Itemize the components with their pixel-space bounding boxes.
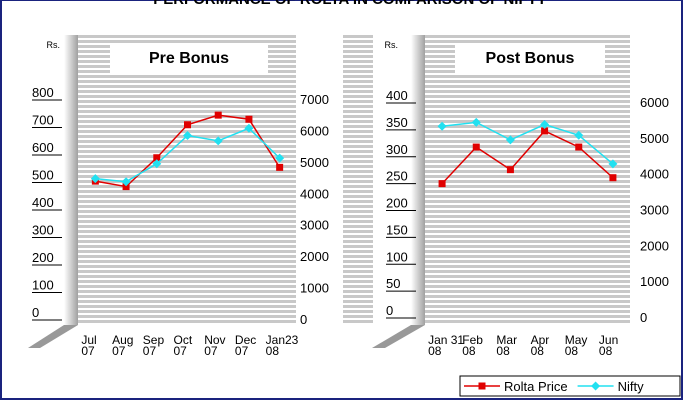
point [541, 127, 549, 135]
point [575, 143, 583, 151]
floor-edge [28, 325, 78, 348]
y2-tick-label: 5000 [300, 155, 329, 170]
x-tick-label: Feb 08 [462, 333, 483, 358]
point [275, 153, 285, 163]
y2-tick-label: 1000 [300, 281, 329, 296]
point [244, 123, 254, 133]
x-tick-label: Jul 07 [81, 333, 97, 358]
y-tick-label: 400 [386, 88, 408, 103]
y-tick-label: 0 [32, 305, 39, 320]
point [506, 166, 514, 174]
y2-tick-label: 7000 [300, 92, 329, 107]
point [213, 136, 223, 146]
y2-tick-label: 3000 [300, 218, 329, 233]
chart-title: PERFORMANCE OF ROLTA IN COMPARISON OF NI… [153, 0, 547, 8]
point [121, 177, 131, 187]
y-tick-label: 150 [386, 222, 408, 237]
point [472, 143, 480, 151]
x-tick-label: Sep 07 [142, 333, 165, 358]
legend-box [459, 375, 681, 397]
x-tick-label: Jun 08 [598, 333, 619, 358]
series-line [441, 130, 614, 185]
y-axis-label: Rs. [47, 40, 61, 50]
side-wall [64, 35, 78, 325]
point [609, 174, 617, 182]
point [438, 180, 446, 188]
y-tick-label: 400 [32, 195, 54, 210]
x-tick-label: Jan23 08 [265, 333, 299, 358]
point [183, 131, 192, 141]
y-tick-label: 200 [386, 196, 408, 211]
y-tick-label: 50 [386, 276, 400, 291]
point [122, 183, 130, 191]
subtitle: Pre Bonus [149, 50, 229, 67]
x-tick-label: Aug 07 [112, 333, 134, 358]
y-tick-label: 800 [32, 85, 54, 100]
point [152, 159, 162, 169]
point [540, 120, 550, 129]
y2-tick-label: 5000 [640, 131, 669, 146]
y-tick-label: 0 [386, 303, 393, 318]
y2-tick-label: 6000 [640, 95, 669, 110]
y-tick-label: 700 [32, 113, 54, 128]
y-tick-label: 300 [32, 223, 54, 238]
y2-tick-label: 3000 [640, 203, 669, 218]
y-tick-label: 500 [32, 168, 54, 183]
floor-edge [372, 325, 425, 348]
y-axis-label: Rs. [385, 40, 399, 50]
point [184, 121, 191, 129]
back-wall [425, 35, 630, 325]
point [214, 111, 222, 119]
x-tick-label: Oct 07 [173, 333, 193, 358]
y2-tick-label: 6000 [300, 123, 329, 138]
y2-tick-label: 1000 [640, 274, 669, 289]
point [437, 121, 447, 131]
y2-tick-label: 4000 [640, 167, 669, 182]
y2-tick-label: 2000 [640, 238, 669, 253]
point [90, 174, 100, 184]
legend-label: Nifty [618, 379, 645, 394]
y2-tick-label: 2000 [300, 249, 329, 264]
point [245, 115, 253, 123]
y-tick-label: 200 [32, 250, 54, 265]
legend-marker [478, 382, 486, 390]
x-tick-label: Nov 07 [204, 333, 226, 358]
subtitle-box [455, 45, 605, 73]
legend-label: Rolta Price [504, 379, 568, 394]
x-tick-label: May 08 [564, 333, 588, 358]
y-tick-label: 100 [32, 278, 54, 293]
y2-tick-label: 4000 [300, 186, 329, 201]
point [505, 135, 515, 145]
side-wall [411, 35, 425, 325]
y2-tick-label: 0 [300, 312, 307, 327]
subtitle: Post Bonus [486, 50, 575, 67]
y-tick-label: 600 [32, 140, 54, 155]
y-tick-label: 350 [386, 115, 408, 130]
y-tick-label: 100 [386, 249, 408, 264]
point [574, 130, 584, 140]
point [276, 163, 284, 171]
x-tick-label: Mar 08 [496, 333, 518, 358]
x-tick-label: Apr 08 [530, 333, 550, 358]
y2-tick-label: 0 [640, 310, 647, 325]
point [471, 117, 481, 127]
back-wall [343, 35, 373, 325]
x-tick-label: Jan 31 08 [428, 333, 465, 358]
subtitle-box [110, 45, 268, 73]
point [153, 154, 161, 162]
series-line [441, 121, 614, 165]
y-tick-label: 300 [386, 142, 408, 157]
legend-marker [591, 381, 601, 391]
x-tick-label: Dec 07 [234, 333, 257, 358]
y-tick-label: 250 [386, 169, 408, 184]
point [608, 159, 618, 169]
